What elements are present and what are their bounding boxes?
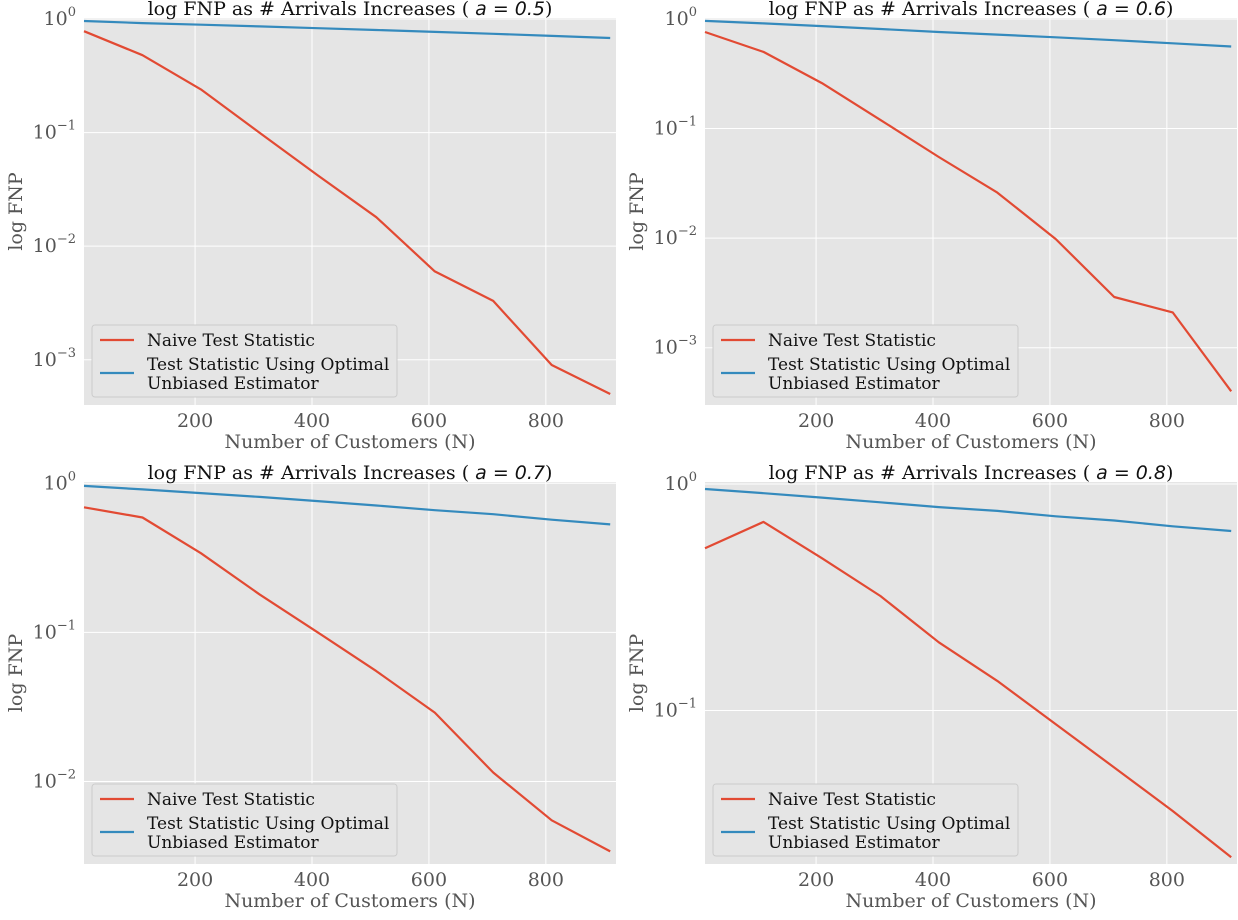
x-axis-label: Number of Customers (N) (845, 431, 1096, 453)
x-tick-label: 200 (177, 869, 213, 891)
x-tick-label: 800 (528, 410, 564, 432)
legend: Naive Test Statistic Test Statistic Using… (712, 324, 1019, 398)
y-tick-label: 10−1 (33, 618, 76, 643)
x-tick-label: 800 (528, 869, 564, 891)
legend-label-naive: Naive Test Statistic (768, 790, 936, 810)
optimal-series-line (704, 19, 1232, 48)
optimal-series-line (83, 19, 611, 40)
x-tick-label: 200 (798, 410, 834, 432)
y-tick-label: 10−2 (33, 232, 76, 257)
x-axis-label: Number of Customers (N) (224, 431, 475, 453)
x-tick-label: 400 (915, 410, 951, 432)
y-tick-label: 10−1 (654, 115, 697, 140)
legend-box (712, 324, 1019, 398)
x-tick-label: 600 (411, 410, 447, 432)
chart-title: log FNP as # Arrivals Increases ( a = 0.… (148, 462, 553, 484)
x-tick-label: 400 (294, 410, 330, 432)
x-axis-label: Number of Customers (N) (845, 890, 1096, 912)
x-tick-label: 800 (1149, 410, 1185, 432)
y-tick-label: 10−2 (33, 768, 76, 793)
y-axis-label: log FNP (5, 634, 27, 713)
subplot-1: 200 400 600 800 100 10−1 10−2 10−3 Number of Cus… (5, 0, 616, 453)
y-tick-label: 100 (44, 469, 76, 494)
legend-label-optimal: Test Statistic Using Optimal Unbiased Est… (147, 355, 389, 394)
x-tick-label: 600 (1032, 410, 1068, 432)
legend-label-naive: Naive Test Statistic (147, 790, 315, 810)
y-tick-label: 10−3 (654, 334, 697, 359)
y-axis-label: log FNP (626, 634, 648, 713)
x-tick-label: 400 (915, 869, 951, 891)
legend-box (712, 783, 1019, 857)
y-tick-label: 10−2 (654, 224, 697, 249)
naive-series-line (704, 30, 1233, 392)
y-tick-label: 10−3 (33, 346, 76, 371)
y-axis-label: log FNP (5, 172, 27, 251)
chart-title: log FNP as # Arrivals Increases ( a = 0.… (148, 0, 553, 20)
legend: Naive Test Statistic Test Statistic Using… (91, 324, 398, 398)
y-tick-label: 100 (44, 5, 76, 30)
x-axis-label: Number of Customers (N) (224, 890, 475, 912)
y-tick-label: 10−1 (33, 119, 76, 144)
subplot-2: 200 400 600 800 100 10−1 10−2 10−3 Number of Cus… (626, 0, 1237, 453)
x-tick-label: 400 (294, 869, 330, 891)
optimal-series-line (83, 484, 611, 526)
y-tick-label: 10−1 (654, 696, 697, 721)
naive-series-line (83, 506, 611, 853)
naive-series-line (704, 520, 1232, 859)
optimal-series-line (704, 487, 1232, 533)
legend-label-naive: Naive Test Statistic (768, 331, 936, 351)
x-tick-label: 600 (411, 869, 447, 891)
y-axis-label: log FNP (626, 172, 648, 251)
x-tick-label: 600 (1032, 869, 1068, 891)
legend-label-optimal: Test Statistic Using Optimal Unbiased Est… (768, 355, 1010, 394)
legend-label-optimal: Test Statistic Using Optimal Unbiased Est… (768, 814, 1010, 853)
legend-label-naive: Naive Test Statistic (147, 331, 315, 351)
legend-label-optimal: Test Statistic Using Optimal Unbiased Est… (147, 814, 389, 853)
y-tick-label: 100 (665, 5, 697, 30)
y-tick-label: 100 (665, 470, 697, 495)
x-tick-label: 800 (1149, 869, 1185, 891)
x-tick-label: 200 (798, 869, 834, 891)
chart-title: log FNP as # Arrivals Increases ( a = 0.… (769, 0, 1174, 20)
subplot-4: 200 400 600 800 100 10−1 Number of Customers (… (626, 462, 1237, 912)
legend-box (91, 324, 398, 398)
naive-series-line (83, 30, 611, 395)
chart-title: log FNP as # Arrivals Increases ( a = 0.… (769, 462, 1174, 484)
legend-box (91, 783, 398, 857)
x-tick-label: 200 (177, 410, 213, 432)
subplot-3: 200 400 600 800 100 10−1 10−2 Number of Custome… (5, 462, 616, 912)
legend: Naive Test Statistic Test Statistic Using… (712, 783, 1019, 857)
legend: Naive Test Statistic Test Statistic Using… (91, 783, 398, 857)
